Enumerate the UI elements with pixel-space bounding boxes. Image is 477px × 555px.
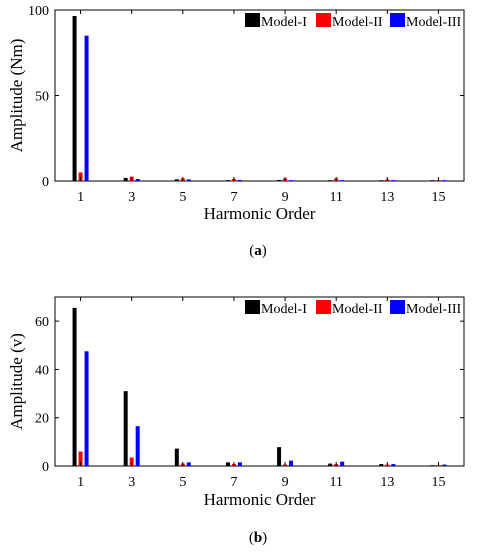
x-axis-label: Harmonic Order [204,490,316,509]
bar-model-i-h13 [379,464,384,466]
caption-letter: b [254,530,262,546]
bar-model-iii-h9 [289,180,294,181]
x-tick-label: 15 [431,190,445,205]
legend-label-model-iii: Model-III [406,15,462,30]
legend-label-model-i: Model-I [261,302,307,317]
bar-model-i-h11 [328,463,333,466]
bar-model-ii-h1 [78,172,83,181]
legend-swatch-model-i [245,300,260,314]
bar-model-i-h3 [123,391,128,466]
figure-caption: (b) [249,530,267,546]
caption-close: ) [262,243,267,259]
x-tick-label: 9 [282,475,289,490]
bar-model-i-h1 [72,15,77,181]
bar-model-i-h9 [277,179,282,181]
bar-model-iii-h5 [186,462,191,466]
bar-model-iii-h1 [84,351,89,466]
x-tick-label: 5 [179,475,186,490]
bar-model-ii-h1 [78,451,83,466]
legend-swatch-model-ii [316,300,331,314]
bar-model-iii-h9 [289,460,294,466]
x-tick-label: 7 [230,475,237,490]
bar-model-iii-h5 [186,179,191,181]
bar-model-iii-h15 [442,180,447,181]
bar-model-iii-h1 [84,35,89,182]
y-axis-label: Amplitude (Nm) [7,39,26,153]
legend-label-model-ii: Model-II [332,15,383,30]
bar-model-iii-h13 [391,180,396,181]
bar-model-i-h9 [277,447,282,466]
y-tick-label: 60 [35,315,49,330]
bar-model-iii-h11 [340,461,345,466]
y-tick-label: 20 [35,412,49,427]
bar-model-i-h5 [174,179,179,181]
x-tick-label: 15 [431,475,445,490]
x-axis-label: Harmonic Order [204,204,316,223]
x-tick-label: 13 [380,475,394,490]
legend-swatch-model-ii [316,13,331,27]
bar-model-i-h1 [72,307,77,466]
caption-open: ( [249,243,254,259]
figure-caption: (a) [249,243,267,259]
x-tick-label: 1 [77,190,84,205]
bar-model-iii-h3 [135,426,140,466]
x-tick-label: 5 [179,190,186,205]
x-tick-label: 3 [128,190,135,205]
legend-label-model-iii: Model-III [406,302,462,317]
x-tick-label: 11 [329,475,342,490]
x-tick-label: 3 [128,475,135,490]
caption-letter: a [254,243,262,259]
legend-label-model-i: Model-I [261,15,307,30]
bar-model-iii-h7 [237,462,242,466]
bar-model-i-h15 [430,465,435,466]
bar-model-i-h13 [379,180,384,181]
x-tick-label: 11 [329,190,342,205]
plot-frame [54,296,465,467]
y-axis-label: Amplitude (v) [7,333,26,430]
bar-model-i-h7 [225,462,230,466]
bar-model-i-h11 [328,180,333,181]
y-tick-label: 0 [42,175,49,190]
bar-model-iii-h11 [340,180,345,181]
bar-model-iii-h15 [442,464,447,466]
plot-frame [54,9,465,182]
y-tick-label: 50 [35,90,49,105]
legend-label-model-ii: Model-II [332,302,383,317]
legend-swatch-model-iii [390,13,405,27]
x-tick-label: 1 [77,475,84,490]
y-tick-label: 40 [35,363,49,378]
bar-model-iii-h7 [237,179,242,181]
bar-model-iii-h3 [135,178,140,181]
y-tick-label: 0 [42,460,49,475]
bar-model-iii-h13 [391,464,396,466]
x-tick-label: 13 [380,190,394,205]
bar-model-i-h5 [174,448,179,466]
bar-model-ii-h3 [129,457,134,466]
bar-model-i-h7 [225,180,230,181]
bar-model-i-h3 [123,177,128,181]
x-tick-label: 7 [230,190,237,205]
caption-open: ( [249,530,254,546]
bar-model-i-h15 [430,180,435,181]
legend-swatch-model-i [245,13,260,27]
legend-swatch-model-iii [390,300,405,314]
caption-close: ) [262,530,267,546]
x-tick-label: 9 [282,190,289,205]
y-tick-label: 100 [28,4,49,19]
